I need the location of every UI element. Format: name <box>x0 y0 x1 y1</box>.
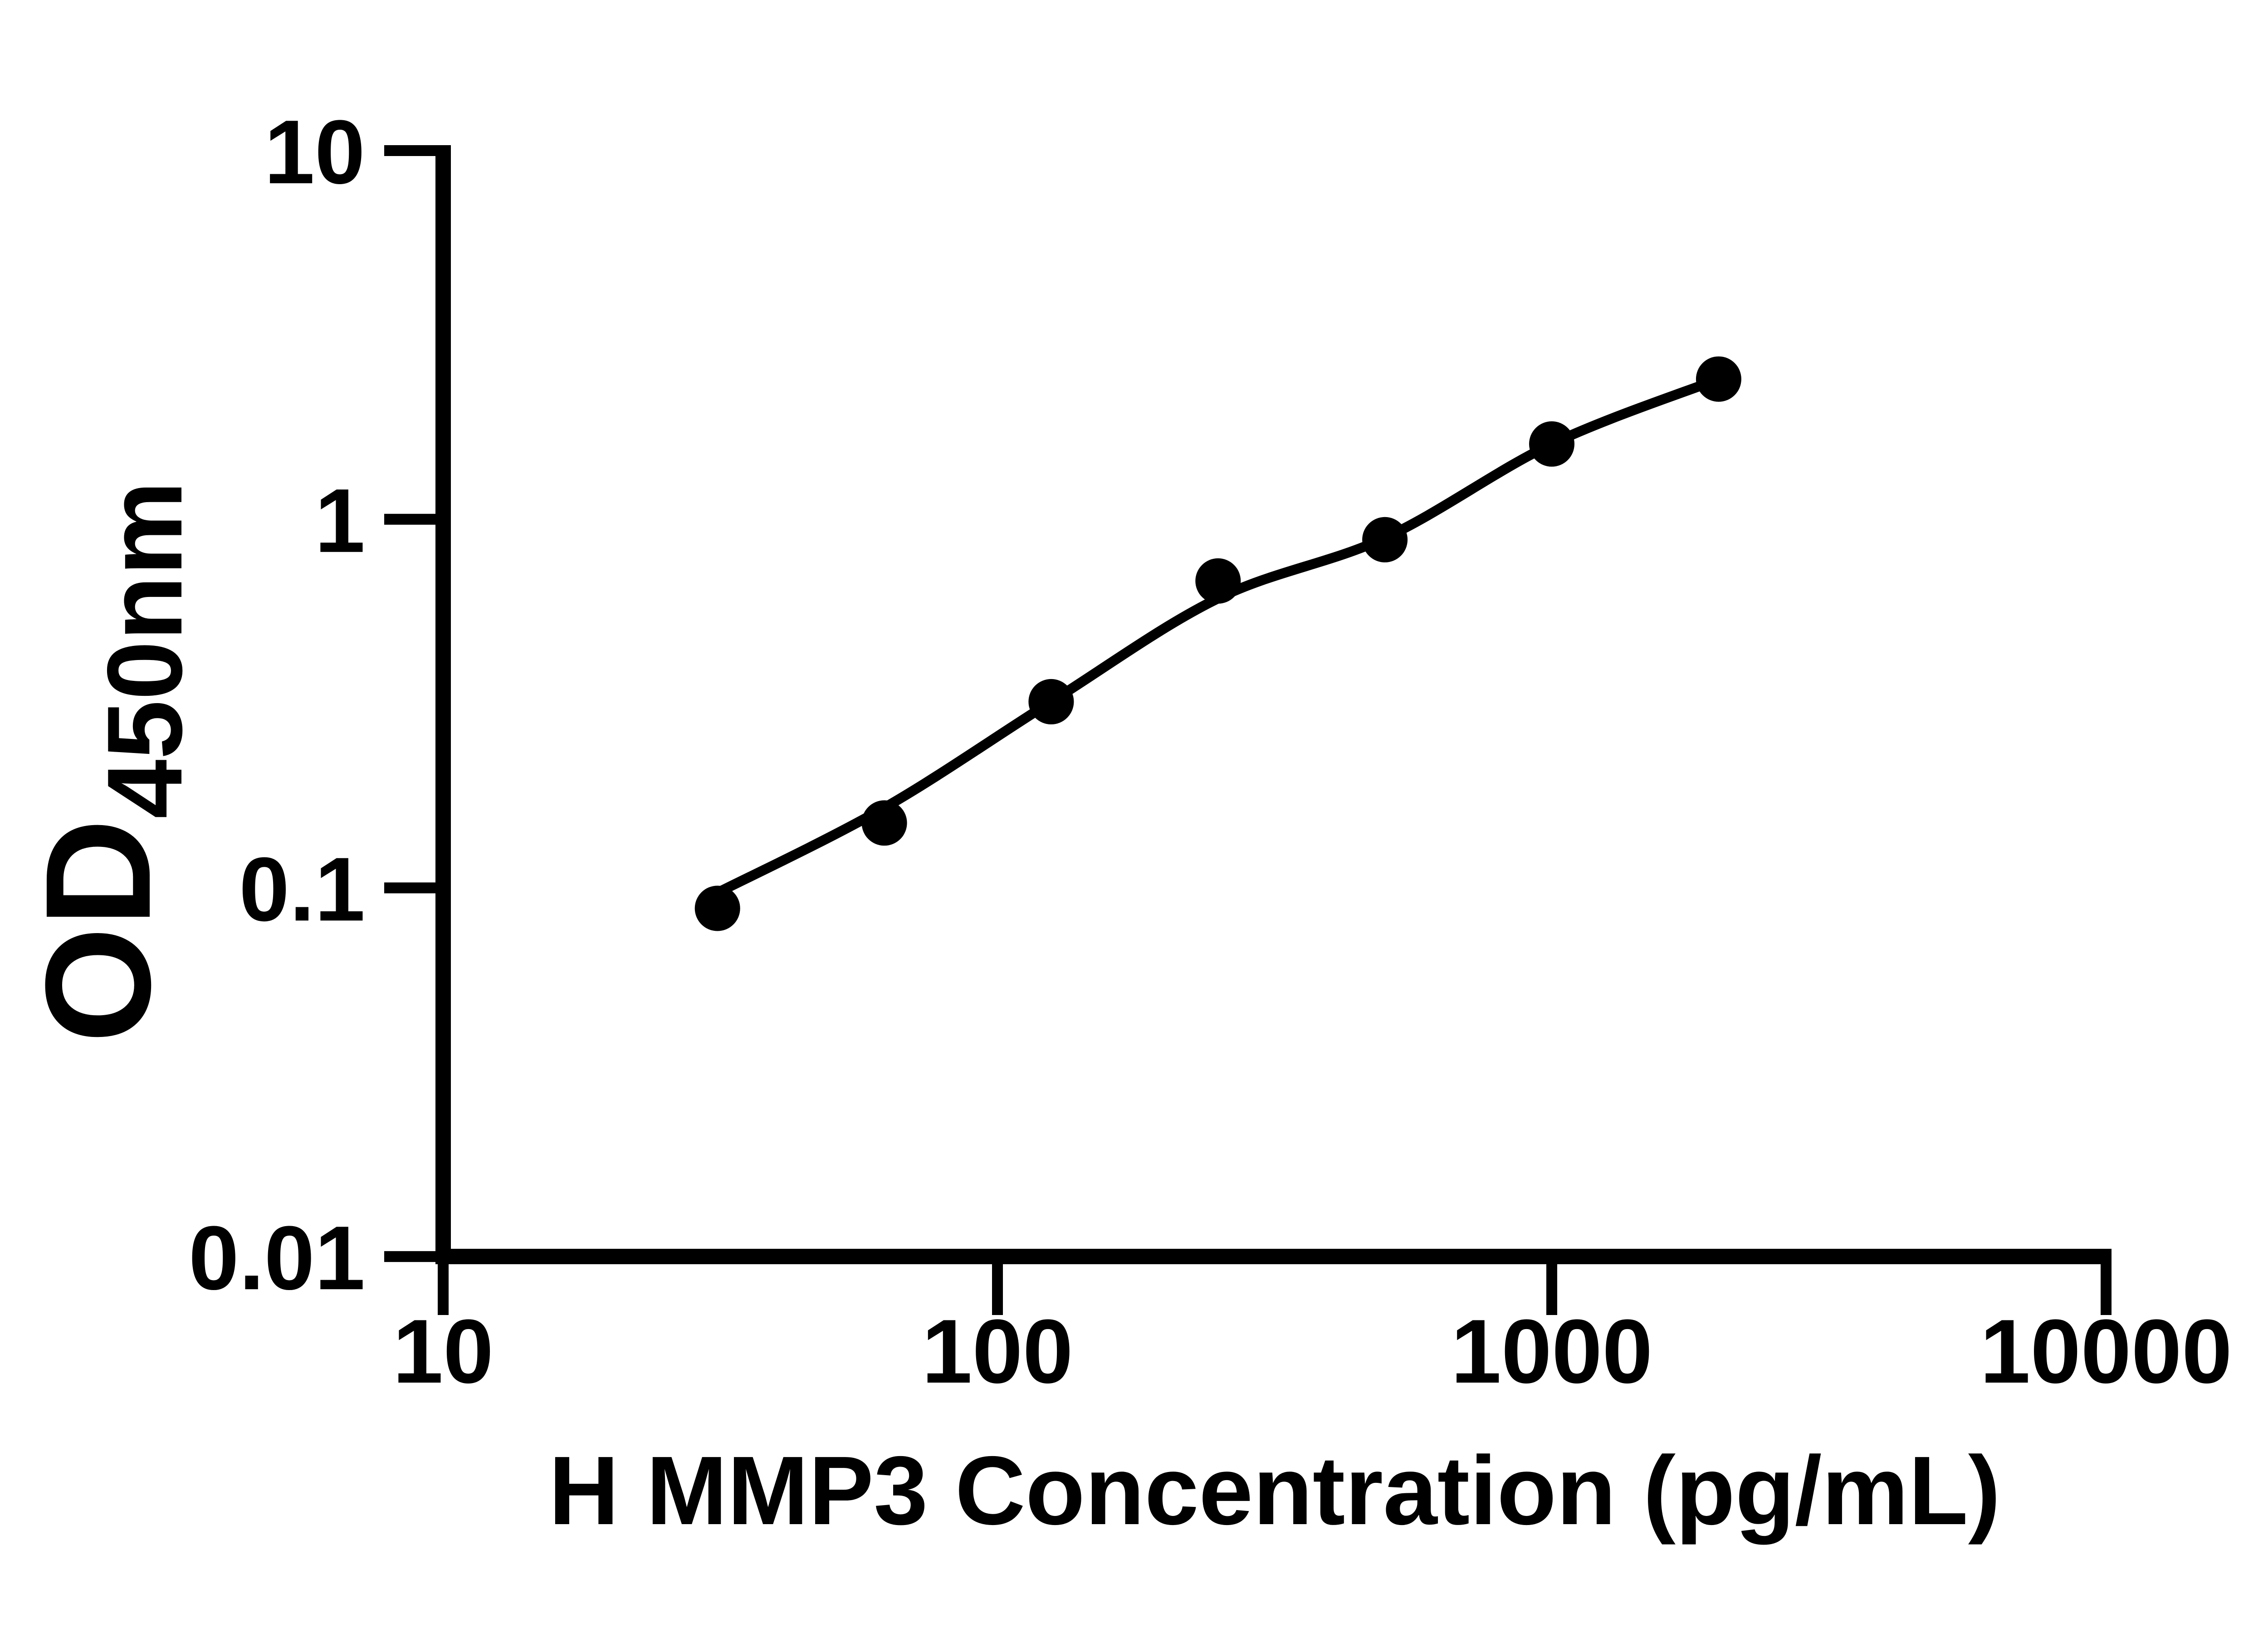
y-axis-title-main: OD <box>14 819 181 1043</box>
data-point-3 <box>1028 679 1074 724</box>
y-tick-label-10: 10 <box>264 102 365 203</box>
x-tick-label-1000: 1000 <box>1451 1301 1653 1402</box>
data-point-2 <box>861 800 907 846</box>
x-axis-title: H MMP3 Concentration (pg/mL) <box>549 1436 2001 1545</box>
data-point-6 <box>1529 421 1574 467</box>
plot-generated-layer: 10 1 0.1 0.01 10 100 1000 10000 <box>189 102 2232 1402</box>
x-tick-label-100: 100 <box>922 1301 1073 1402</box>
y-tick-label-0.01: 0.01 <box>189 1208 365 1309</box>
x-tick-label-10000: 10000 <box>1980 1301 2232 1402</box>
data-point-7 <box>1696 356 1741 402</box>
y-axis-title: OD450nm <box>14 481 204 1043</box>
data-point-5 <box>1362 517 1408 562</box>
y-axis-title-subscript: 450nm <box>85 481 204 819</box>
y-tick-label-0.1: 0.1 <box>239 839 365 940</box>
y-tick-label-1: 1 <box>315 470 365 572</box>
data-point-4 <box>1195 558 1241 604</box>
x-tick-label-10: 10 <box>393 1301 494 1402</box>
data-point-1 <box>694 885 740 931</box>
